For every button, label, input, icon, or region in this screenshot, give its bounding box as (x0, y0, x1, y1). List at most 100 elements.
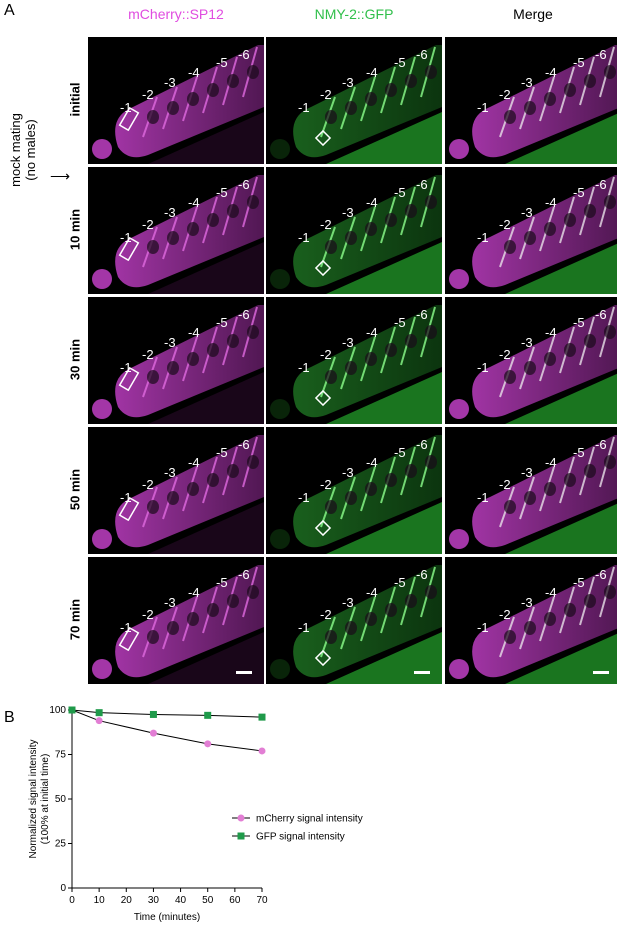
oocyte-label: -5 (216, 185, 228, 200)
oocyte-label: -6 (416, 47, 428, 62)
oocyte-label: -5 (394, 445, 406, 460)
micrograph-merge: -1 -2 -3 -4 -5 -6 (445, 427, 617, 554)
oocyte-label: -1 (477, 230, 489, 245)
oocyte-label: -4 (188, 65, 200, 80)
oocyte-label: -6 (238, 307, 250, 322)
oocyte-label: -5 (573, 315, 585, 330)
oocyte-label: -5 (216, 575, 228, 590)
oocyte-label: -3 (342, 75, 354, 90)
data-point-mcherry (258, 747, 266, 755)
scale-bar (593, 671, 609, 674)
data-point-gfp (204, 711, 212, 719)
oocyte-label: -4 (188, 325, 200, 340)
micrograph-merge: -1 -2 -3 -4 -5 -6 (445, 167, 617, 294)
x-tick-label: 40 (175, 895, 187, 906)
oocyte-label: -4 (545, 65, 557, 80)
oocyte-label: -4 (188, 455, 200, 470)
oocyte-label: -4 (366, 585, 378, 600)
panel-a-letter: A (4, 2, 15, 19)
oocyte-label: -1 (298, 490, 310, 505)
oocyte-label: -1 (120, 100, 132, 115)
oocyte-label: -5 (573, 55, 585, 70)
oocyte-label: -2 (499, 477, 511, 492)
side-label-mock-mating: mock mating (no males) (8, 105, 38, 195)
panel-b-letter: B (4, 709, 15, 726)
oocyte-label: -3 (164, 465, 176, 480)
oocyte-label: -2 (499, 87, 511, 102)
x-tick-label: 30 (148, 895, 160, 906)
oocyte-label: -2 (499, 607, 511, 622)
oocyte-label: -6 (416, 307, 428, 322)
legend-label-1: GFP signal intensity (256, 832, 345, 843)
oocyte-label: -2 (142, 477, 154, 492)
oocyte-label: -6 (595, 307, 607, 322)
column-header-merge: Merge (513, 6, 553, 22)
x-tick-label: 10 (94, 895, 106, 906)
data-point-gfp (68, 706, 76, 714)
y-tick-label: 0 (60, 883, 66, 894)
oocyte-label: -1 (298, 100, 310, 115)
oocyte-label: -6 (416, 567, 428, 582)
row-label: 10 min (67, 208, 83, 251)
data-point-gfp (149, 710, 157, 718)
micrograph-magenta: -1 -2 -3 -4 -5 -6 (88, 37, 264, 164)
oocyte-label: -3 (521, 595, 533, 610)
oocyte-label: -4 (366, 65, 378, 80)
data-point-gfp (95, 709, 103, 717)
x-tick-label: 70 (256, 895, 268, 906)
y-tick-label: 75 (55, 750, 67, 761)
oocyte-label: -3 (521, 75, 533, 90)
oocyte-label: -4 (188, 585, 200, 600)
scale-bar (236, 671, 252, 674)
oocyte-label: -2 (320, 87, 332, 102)
oocyte-label: -6 (238, 47, 250, 62)
oocyte-label: -1 (298, 360, 310, 375)
oocyte-label: -5 (216, 315, 228, 330)
micrograph-merge: -1 -2 -3 -4 -5 -6 (445, 557, 617, 684)
oocyte-label: -2 (320, 217, 332, 232)
row-label: 30 min (67, 338, 83, 381)
oocyte-label: -2 (320, 347, 332, 362)
oocyte-label: -5 (394, 575, 406, 590)
x-axis-label: Time (minutes) (134, 912, 200, 923)
oocyte-label: -4 (545, 585, 557, 600)
oocyte-label: -3 (164, 335, 176, 350)
oocyte-label: -6 (595, 567, 607, 582)
oocyte-label: -5 (394, 185, 406, 200)
column-header-gfp: NMY-2::GFP (314, 6, 394, 22)
micrograph-green: -1 -2 -3 -4 -5 -6 (266, 427, 442, 554)
oocyte-label: -3 (164, 595, 176, 610)
oocyte-label: -1 (120, 230, 132, 245)
oocyte-label: -6 (595, 177, 607, 192)
oocyte-label: -3 (342, 465, 354, 480)
oocyte-label: -3 (521, 465, 533, 480)
row-label: initial (67, 82, 83, 117)
micrograph-magenta: -1 -2 -3 -4 -5 -6 (88, 427, 264, 554)
oocyte-label: -4 (366, 325, 378, 340)
side-label-line1: mock mating (8, 113, 23, 187)
data-point-mcherry (204, 740, 212, 748)
side-label-line2: (no males) (23, 119, 38, 181)
row-label: 50 min (67, 468, 83, 511)
micrograph-merge: -1 -2 -3 -4 -5 -6 (445, 297, 617, 424)
oocyte-label: -6 (238, 437, 250, 452)
y-tick-label: 100 (49, 705, 66, 716)
oocyte-label: -1 (477, 360, 489, 375)
oocyte-label: -5 (216, 55, 228, 70)
oocyte-label: -2 (320, 607, 332, 622)
oocyte-label: -1 (120, 490, 132, 505)
oocyte-label: -3 (164, 205, 176, 220)
oocyte-label: -5 (573, 445, 585, 460)
legend-label-0: mCherry signal intensity (256, 814, 363, 825)
y-axis-label-line1: Normalized signal intensity (28, 740, 39, 859)
micrograph-magenta: -1 -2 -3 -4 -5 -6 (88, 297, 264, 424)
arrow-icon: ⟶ (50, 168, 71, 184)
x-tick-label: 50 (202, 895, 214, 906)
oocyte-label: -6 (416, 437, 428, 452)
oocyte-label: -6 (238, 567, 250, 582)
oocyte-label: -5 (573, 185, 585, 200)
oocyte-label: -6 (416, 177, 428, 192)
oocyte-label: -2 (499, 347, 511, 362)
oocyte-label: -5 (394, 55, 406, 70)
oocyte-label: -3 (164, 75, 176, 90)
